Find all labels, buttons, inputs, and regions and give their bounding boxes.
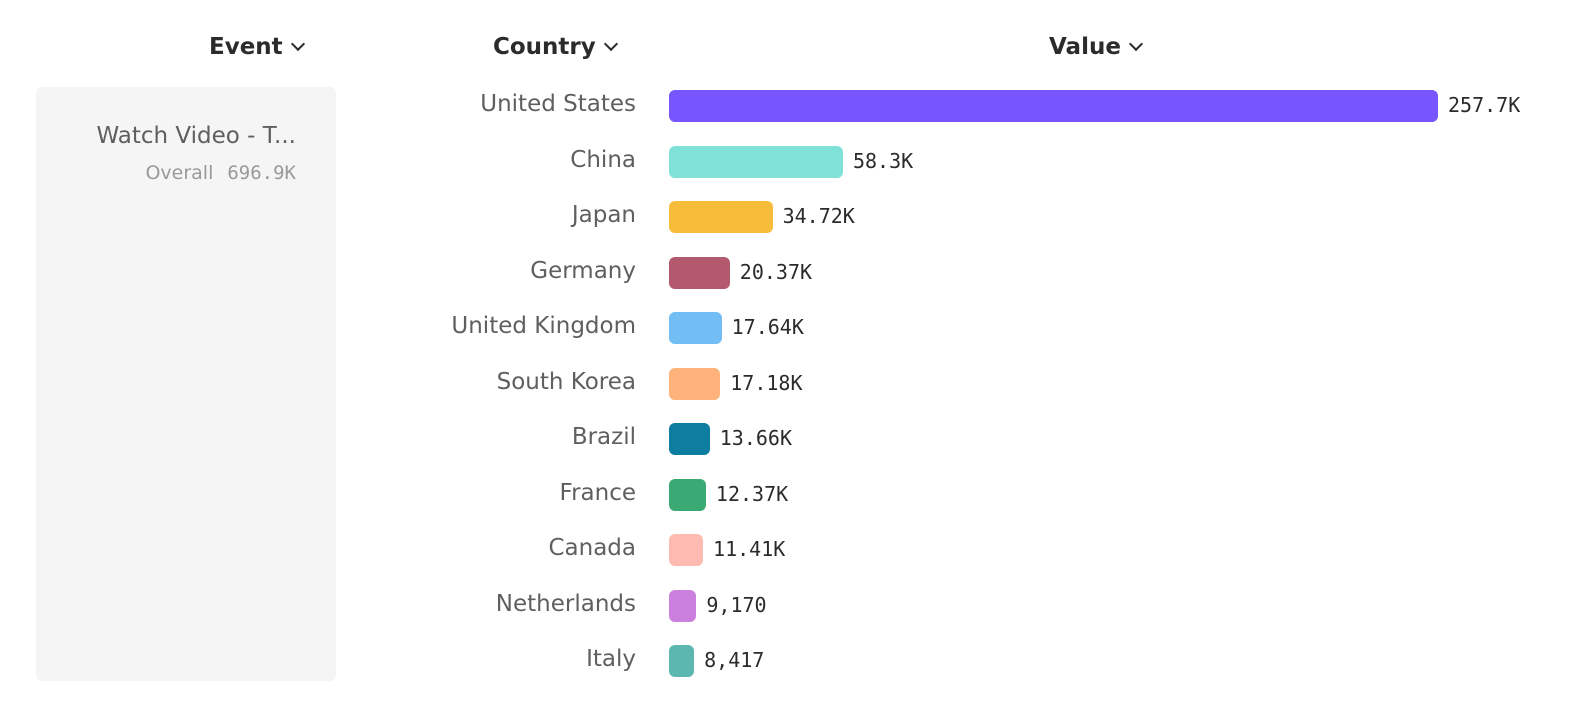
chevron-down-icon bbox=[290, 36, 305, 52]
bar[interactable] bbox=[669, 478, 706, 511]
event-column-header[interactable]: Event bbox=[209, 34, 305, 60]
overall-label: Overall bbox=[145, 162, 214, 184]
data-label: 17.18K bbox=[730, 370, 803, 395]
value-column-header[interactable]: Value bbox=[1049, 34, 1143, 60]
bar[interactable] bbox=[669, 312, 722, 344]
data-label: 257.7K bbox=[1448, 93, 1521, 117]
category-label: Brazil bbox=[571, 424, 636, 450]
country-column-header[interactable]: Country bbox=[493, 34, 618, 60]
event-name: Watch Video - T... bbox=[96, 123, 296, 149]
chevron-down-icon bbox=[603, 36, 618, 52]
bar[interactable] bbox=[669, 423, 710, 455]
category-label: China bbox=[570, 146, 636, 173]
category-label: Canada bbox=[548, 535, 636, 561]
country-header-label: Country bbox=[493, 34, 596, 60]
bar[interactable] bbox=[669, 256, 730, 289]
bar[interactable] bbox=[669, 645, 695, 677]
chevron-down-icon bbox=[1128, 36, 1143, 52]
category-label: Germany bbox=[530, 257, 636, 284]
data-label: 13.66K bbox=[719, 426, 792, 450]
event-header-label: Event bbox=[209, 34, 283, 60]
category-label: United Kingdom bbox=[451, 313, 636, 339]
data-label: 17.64K bbox=[731, 315, 804, 339]
bar[interactable] bbox=[669, 201, 773, 233]
bar[interactable] bbox=[669, 589, 697, 622]
data-label: 34.72K bbox=[782, 204, 855, 228]
bar[interactable] bbox=[669, 90, 1438, 122]
data-label: 58.3K bbox=[852, 148, 914, 173]
category-label: Netherlands bbox=[495, 590, 636, 617]
event-panel[interactable]: Watch Video - T... Overall 696.9K bbox=[36, 87, 336, 681]
category-label: United States bbox=[480, 91, 636, 117]
data-label: 9,170 bbox=[706, 592, 767, 617]
bar[interactable] bbox=[669, 145, 843, 178]
category-label: France bbox=[559, 479, 636, 506]
overall-summary: Overall 696.9K bbox=[145, 162, 296, 184]
data-label: 12.37K bbox=[715, 481, 789, 506]
bar[interactable] bbox=[669, 367, 721, 400]
category-label: Japan bbox=[571, 202, 636, 228]
overall-value: 696.9K bbox=[227, 162, 296, 184]
data-label: 11.41K bbox=[713, 537, 786, 561]
category-label: South Korea bbox=[496, 368, 636, 395]
value-header-label: Value bbox=[1049, 34, 1121, 60]
data-label: 20.37K bbox=[739, 259, 813, 284]
data-label: 8,417 bbox=[704, 648, 765, 672]
category-label: Italy bbox=[586, 646, 636, 672]
bar[interactable] bbox=[669, 534, 704, 566]
